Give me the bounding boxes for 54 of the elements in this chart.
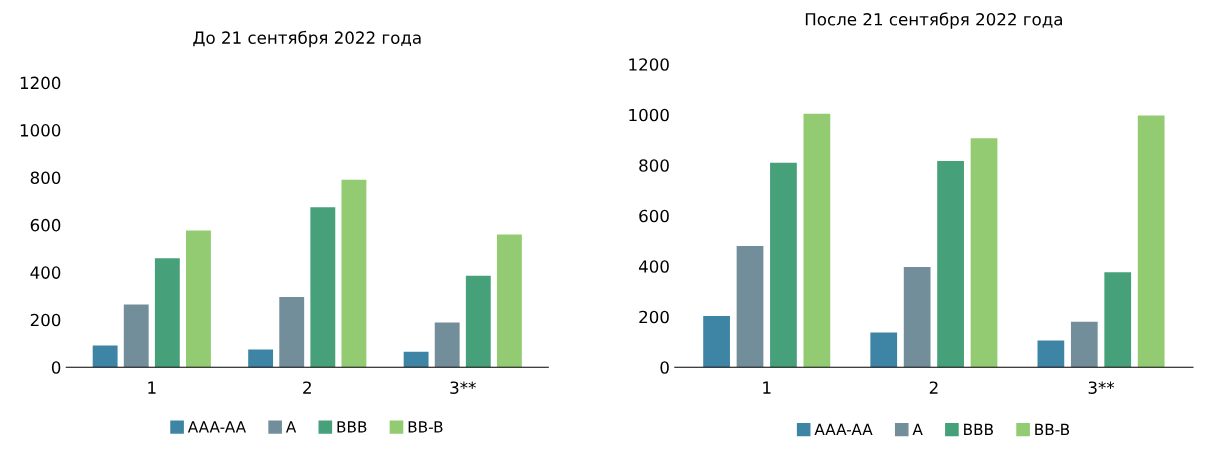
y-tick-label: 400 — [638, 260, 669, 273]
y-tick-label: 200 — [639, 310, 669, 324]
x-tick-label: 3** — [450, 381, 476, 394]
bar — [154, 258, 180, 368]
y-tick-label: 200 — [30, 313, 61, 327]
y-tick-label: 0 — [51, 361, 61, 374]
bar — [496, 234, 522, 368]
y-tick-label: 1200 — [629, 58, 669, 71]
bar — [1104, 272, 1132, 368]
y-tick-label: 1000 — [629, 108, 669, 122]
bar — [341, 179, 367, 368]
legend-label: BB-B — [408, 421, 443, 433]
bar — [465, 275, 491, 368]
bar — [903, 266, 931, 368]
bar — [186, 230, 211, 368]
bar — [870, 332, 898, 368]
legend-label: AAA-AA — [814, 423, 873, 435]
y-tick-label: 800 — [30, 171, 61, 185]
y-tick-label: 600 — [639, 209, 669, 223]
bar — [248, 349, 274, 368]
legend-label: A — [285, 421, 297, 433]
bar — [770, 162, 797, 368]
bar — [970, 138, 998, 368]
x-tick-label: 2 — [929, 381, 938, 394]
y-tick-label: 800 — [639, 159, 669, 172]
bar — [1137, 115, 1165, 368]
bar — [1037, 340, 1065, 368]
bar — [92, 345, 118, 368]
x-tick-label: 1 — [763, 381, 771, 394]
x-tick-label: 3** — [1088, 381, 1115, 394]
y-tick-label: 1000 — [20, 124, 61, 137]
x-tick-label: 1 — [148, 381, 156, 394]
legend-label: BBB — [337, 421, 367, 433]
legend-label: A — [912, 423, 923, 435]
bar — [1070, 321, 1098, 368]
bar — [403, 351, 429, 368]
y-tick-label: 0 — [660, 361, 669, 374]
chart-title: До 21 сентября 2022 года — [193, 30, 421, 48]
legend-label: BBB — [964, 423, 993, 435]
y-tick-label: 400 — [30, 266, 61, 279]
bar — [937, 160, 964, 368]
bar — [123, 304, 149, 368]
y-tick-label: 600 — [30, 218, 61, 232]
chart-title: После 21 сентября 2022 года — [805, 12, 1062, 29]
bar — [703, 315, 730, 368]
x-tick-label: 2 — [303, 381, 311, 394]
bar — [310, 207, 336, 368]
bar — [434, 322, 460, 368]
bar — [736, 246, 764, 368]
y-tick-label: 1200 — [20, 76, 61, 90]
bar — [803, 113, 831, 368]
bar — [279, 297, 305, 368]
legend-label: BB-B — [1035, 423, 1070, 435]
legend-label: AAA-AA — [187, 421, 246, 433]
